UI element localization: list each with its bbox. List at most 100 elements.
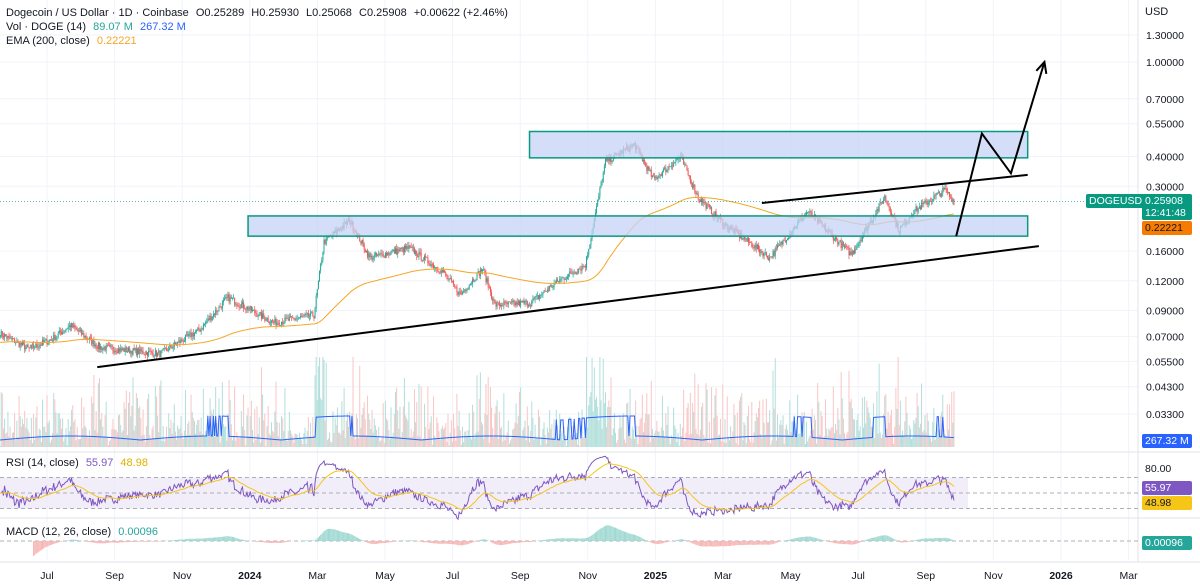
macd-histogram-bar <box>696 541 698 546</box>
volume-bar <box>381 437 383 447</box>
macd-histogram-bar <box>621 530 623 541</box>
volume-bar <box>33 414 35 447</box>
candle-body <box>50 339 52 341</box>
candle-body <box>424 255 426 260</box>
macd-histogram-bar <box>310 540 312 541</box>
price-tick: 1.00000 <box>1146 57 1184 69</box>
candle-body <box>364 249 366 253</box>
candle-body <box>495 303 497 307</box>
volume-bar <box>329 432 331 447</box>
macd-histogram-bar <box>225 536 227 541</box>
macd-histogram-bar <box>365 541 367 543</box>
macd-histogram-bar <box>129 541 131 543</box>
macd-histogram-bar <box>630 533 632 541</box>
candle-body <box>196 329 198 332</box>
macd-histogram-bar <box>386 541 388 543</box>
candle-body <box>945 188 947 189</box>
candle-body <box>944 188 946 190</box>
macd-histogram-bar <box>80 540 82 541</box>
volume-bar <box>225 425 227 447</box>
macd-histogram-bar <box>373 541 375 545</box>
volume-bar <box>639 419 641 447</box>
volume-bar <box>654 433 656 447</box>
volume-bar <box>94 430 96 447</box>
macd-histogram-bar <box>503 541 505 545</box>
candle-body <box>585 256 587 268</box>
macd-histogram-bar <box>654 541 656 544</box>
volume-bar <box>191 411 193 447</box>
volume-bar <box>78 439 80 447</box>
macd-legend[interactable]: MACD (12, 26, close) 0.00096 <box>6 526 162 538</box>
rsi-legend[interactable]: RSI (14, close) 55.97 48.98 <box>6 457 152 469</box>
macd-histogram-bar <box>145 541 147 542</box>
volume-bar <box>483 438 485 447</box>
candle-body <box>303 315 305 317</box>
macd-histogram-bar <box>830 541 832 543</box>
macd-histogram-bar <box>932 538 934 541</box>
macd-histogram-bar <box>665 541 667 543</box>
macd-histogram-bar <box>741 541 743 546</box>
candle-body <box>472 279 474 284</box>
candle-body <box>177 342 179 345</box>
macd-histogram-bar <box>448 541 450 545</box>
volume-bar <box>802 417 804 447</box>
macd-histogram-bar <box>590 535 592 541</box>
price-tick: 0.05500 <box>1146 356 1184 368</box>
macd-histogram-bar <box>811 537 813 541</box>
volume-bar <box>464 431 466 447</box>
candle-body <box>58 330 60 334</box>
macd-histogram-bar <box>753 541 755 545</box>
volume-bar <box>849 401 851 447</box>
volume-legend[interactable]: Vol · DOGE (14) 89.07 M 267.32 M <box>6 21 190 33</box>
macd-histogram-bar <box>558 538 560 541</box>
macd-histogram-bar <box>497 541 499 545</box>
candle-body <box>833 239 835 241</box>
time-tick: Mar <box>714 570 733 582</box>
macd-histogram-bar <box>97 541 99 544</box>
macd-histogram-bar <box>793 538 795 541</box>
macd-histogram-bar <box>651 541 653 544</box>
macd-histogram-bar <box>484 539 486 541</box>
macd-histogram-bar <box>324 530 326 541</box>
candle-body <box>211 316 213 321</box>
volume-bar <box>219 442 221 447</box>
macd-histogram-bar <box>569 538 571 541</box>
candle-body <box>272 320 274 322</box>
volume-bar <box>893 443 895 447</box>
currency-label[interactable]: USD <box>1145 6 1169 18</box>
macd-histogram-bar <box>520 541 522 543</box>
candle-body <box>295 319 297 320</box>
volume-bar <box>155 396 157 447</box>
candle-body <box>770 256 772 258</box>
macd-histogram-bar <box>790 539 792 541</box>
volume-bar <box>757 408 759 447</box>
candle-body <box>228 294 230 302</box>
volume-bar <box>930 438 932 447</box>
volume-bar <box>49 442 51 447</box>
macd-histogram-bar <box>449 541 451 545</box>
macd-histogram-bar <box>730 541 732 546</box>
candle-body <box>881 202 883 204</box>
volume-bar <box>107 445 109 447</box>
volume-bar <box>536 438 538 447</box>
macd-histogram-bar <box>844 541 846 545</box>
macd-histogram-bar <box>560 538 562 541</box>
macd-histogram-bar <box>73 539 75 541</box>
macd-histogram-bar <box>132 541 134 542</box>
candle-body <box>383 257 385 258</box>
candle-body <box>950 196 952 198</box>
volume-bar <box>923 430 925 447</box>
candle-body <box>572 273 574 274</box>
ema-legend[interactable]: EMA (200, close) 0.22221 <box>6 35 141 47</box>
macd-histogram-bar <box>259 541 261 542</box>
volume-bar <box>480 421 482 447</box>
volume-bar <box>581 409 583 447</box>
volume-bar <box>825 399 827 447</box>
candle-body <box>751 242 753 248</box>
candle-body <box>122 348 124 350</box>
candle-body <box>474 280 476 282</box>
candle-body <box>506 302 508 305</box>
candle-body <box>311 312 313 313</box>
candle-body <box>38 346 40 348</box>
